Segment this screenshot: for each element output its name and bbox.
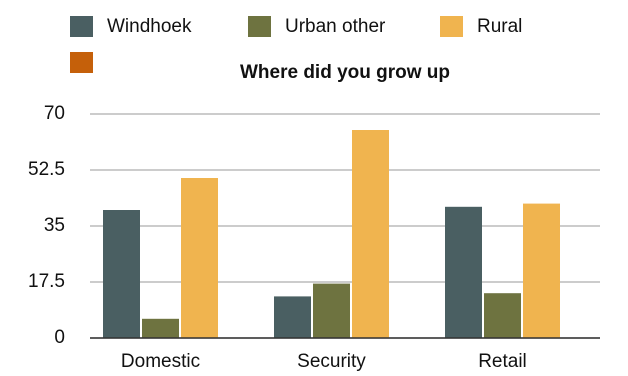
- y-tick-label: 35: [44, 215, 65, 236]
- legend-swatch: [70, 52, 93, 73]
- x-tick-label: Domestic: [121, 351, 200, 372]
- legend-label: Rural: [477, 16, 522, 37]
- bar: [484, 293, 521, 338]
- y-tick-label: 0: [54, 327, 65, 348]
- bar: [313, 283, 350, 338]
- y-tick-label: 52.5: [28, 159, 65, 180]
- bar: [181, 178, 218, 338]
- legend-label: Windhoek: [107, 16, 192, 37]
- bar: [352, 130, 389, 338]
- y-tick-label: 17.5: [28, 271, 65, 292]
- chart-title: Where did you grow up: [240, 62, 450, 83]
- bar: [274, 296, 311, 338]
- y-tick-label: 70: [44, 103, 65, 124]
- bar: [103, 210, 140, 338]
- x-tick-label: Security: [297, 351, 366, 372]
- bar: [523, 203, 560, 338]
- legend-swatch: [248, 16, 271, 37]
- x-tick-label: Retail: [478, 351, 527, 372]
- bar: [142, 318, 179, 338]
- legend-label: Urban other: [285, 16, 386, 37]
- legend-swatch: [70, 16, 93, 37]
- bar: [445, 206, 482, 338]
- legend-swatch: [440, 16, 463, 37]
